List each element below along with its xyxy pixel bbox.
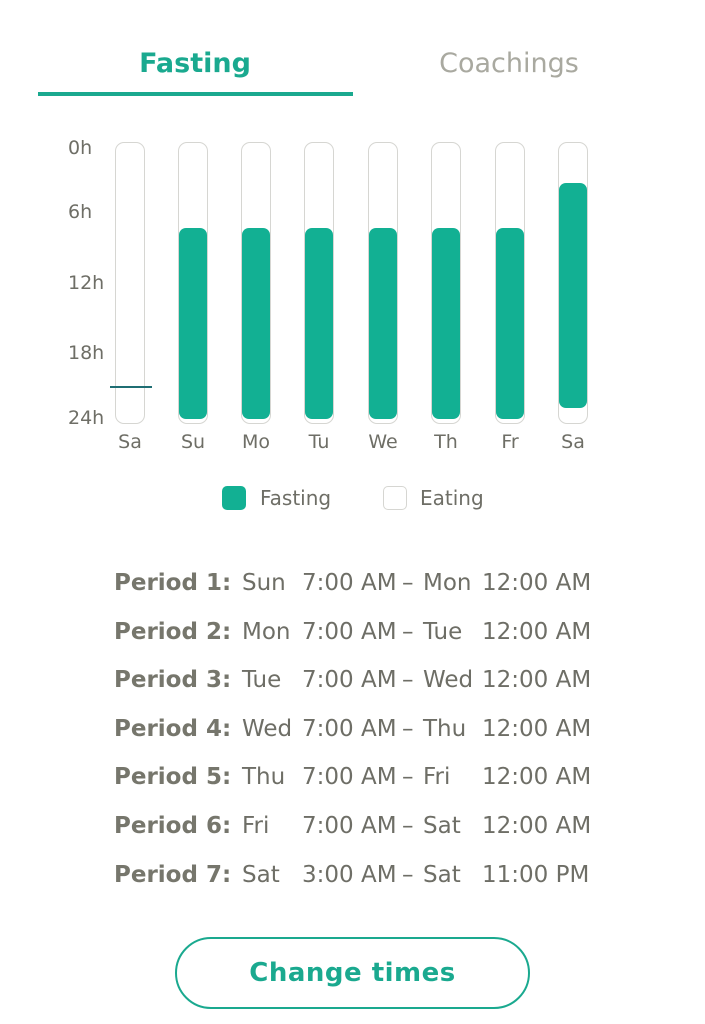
change-times-button[interactable]: Change times: [175, 937, 530, 1009]
bar-track: [558, 142, 588, 424]
period-end-day: Wed: [423, 667, 474, 694]
tab-fasting[interactable]: Fasting: [139, 48, 251, 79]
period-dash: –: [402, 861, 414, 888]
period-start-day: Thu: [242, 764, 286, 791]
period-end-time: 12:00 AM: [482, 715, 592, 742]
period-end-time: 12:00 AM: [482, 618, 592, 645]
x-tick-label: Mo: [241, 431, 271, 453]
period-row: Period 4: Wed 7:00 AM – Thu 12:00 AM: [0, 712, 705, 746]
period-start-time: 3:00 AM: [302, 861, 397, 888]
y-tick-label: 18h: [68, 342, 105, 364]
period-end-time: 12:00 AM: [482, 570, 592, 596]
period-end-time: 12:00 AM: [482, 764, 592, 791]
period-row: Period 6: Fri 7:00 AM – Sat 12:00 AM: [0, 809, 705, 843]
y-tick-label: 6h: [68, 201, 93, 223]
bar-track: [241, 142, 271, 424]
period-row: Period 1: Sun 7:00 AM – Mon 12:00 AM: [0, 566, 705, 600]
period-start-time: 7:00 AM: [302, 618, 397, 645]
bar-fasting: [305, 227, 333, 419]
period-label: Period 5:: [114, 764, 232, 791]
period-start-day: Tue: [242, 667, 282, 694]
fasting-chart: 0h 6h 12h 18h 24h Fasting Eating Sa Su Mo T…: [68, 137, 588, 510]
period-end-time: 12:00 AM: [482, 813, 592, 839]
period-dash: –: [402, 667, 414, 694]
period-end-time: 11:00 PM: [482, 861, 590, 888]
bar-track: [178, 142, 208, 424]
bar-track: [304, 142, 334, 424]
period-dash: –: [402, 764, 414, 791]
bar-fasting: [496, 227, 524, 419]
period-end-day: Thu: [423, 715, 467, 742]
bar-fasting: [242, 227, 270, 419]
period-row: Period 5: Thu 7:00 AM – Fri 12:00 AM: [0, 760, 705, 794]
period-start-time: 7:00 AM: [302, 764, 397, 791]
period-start-time: 7:00 AM: [302, 813, 397, 839]
y-tick-label: 24h: [68, 407, 105, 429]
period-dash: –: [402, 570, 414, 596]
x-tick-label: Sa: [118, 431, 142, 453]
x-tick-label: Tu: [308, 431, 330, 453]
bar-track: [495, 142, 525, 424]
period-end-day: Sat: [423, 813, 461, 839]
bar-fasting: [369, 227, 397, 419]
period-label: Period 3:: [114, 667, 232, 694]
period-label: Period 2:: [114, 618, 232, 645]
x-tick-label: Su: [180, 431, 206, 453]
current-time-marker: [110, 385, 152, 388]
period-start-day: Sun: [242, 570, 286, 596]
period-label: Period 6:: [114, 813, 232, 839]
legend-label-eating: Eating: [420, 486, 484, 510]
period-end-time: 12:00 AM: [482, 667, 592, 694]
period-start-time: 7:00 AM: [302, 715, 397, 742]
period-row: Period 3: Tue 7:00 AM – Wed 12:00 AM: [0, 663, 705, 697]
period-end-day: Sat: [423, 861, 461, 888]
period-start-time: 7:00 AM: [302, 570, 397, 596]
period-end-day: Fri: [423, 764, 451, 791]
y-tick-label: 0h: [68, 137, 93, 159]
legend-swatch-eating: [383, 486, 407, 510]
bar-fasting: [432, 227, 460, 419]
period-end-day: Mon: [423, 570, 472, 596]
period-row: Period 7: Sat 3:00 AM – Sat 11:00 PM: [0, 858, 705, 892]
period-end-day: Tue: [423, 618, 463, 645]
period-row: Period 2: Mon 7:00 AM – Tue 12:00 AM: [0, 615, 705, 649]
x-tick-label: Fr: [501, 431, 519, 453]
period-dash: –: [402, 813, 414, 839]
bar-track: [431, 142, 461, 424]
x-tick-label: Th: [434, 431, 458, 453]
bar-fasting: [179, 227, 207, 419]
x-tick-label: Sa: [561, 431, 585, 453]
tab-coachings[interactable]: Coachings: [439, 48, 579, 79]
bar-track: [115, 142, 145, 424]
period-start-day: Fri: [242, 813, 270, 839]
x-tick-label: We: [368, 431, 398, 453]
y-tick-label: 12h: [68, 272, 105, 294]
tab-bar: Fasting Coachings: [0, 0, 705, 100]
period-dash: –: [402, 715, 414, 742]
period-label: Period 1:: [114, 570, 232, 596]
period-start-day: Sat: [242, 861, 280, 888]
legend-label-fasting: Fasting: [260, 486, 332, 510]
bar-track: [368, 142, 398, 424]
period-dash: –: [402, 618, 414, 645]
period-label: Period 7:: [114, 861, 232, 888]
period-start-time: 7:00 AM: [302, 667, 397, 694]
period-start-day: Mon: [242, 618, 291, 645]
bar-fasting: [559, 182, 587, 408]
active-tab-indicator: [38, 92, 353, 96]
legend-swatch-fasting: [222, 486, 246, 510]
period-start-day: Wed: [242, 715, 293, 742]
period-label: Period 4:: [114, 715, 232, 742]
